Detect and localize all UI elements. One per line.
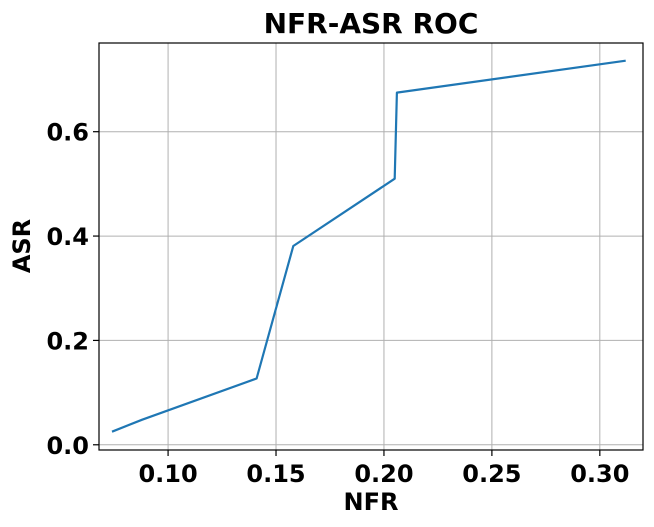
y-tick-label: 0.4 <box>46 223 89 251</box>
series-line-0 <box>111 59 626 433</box>
x-tick-label: 0.25 <box>462 460 521 488</box>
grid-lines <box>99 43 643 450</box>
y-tick-label: 0.6 <box>46 119 89 147</box>
y-tick-label: 0.0 <box>46 432 89 460</box>
y-axis-ticks: 0.0 0.2 0.4 0.6 <box>46 119 99 460</box>
x-tick-label: 0.20 <box>354 460 413 488</box>
x-tick-label: 0.15 <box>246 460 305 488</box>
chart-title: NFR-ASR ROC <box>264 7 479 40</box>
series-layer <box>111 59 626 433</box>
x-tick-label: 0.30 <box>570 460 629 488</box>
y-tick-label: 0.2 <box>46 327 89 355</box>
x-axis-label: NFR <box>344 488 399 516</box>
x-axis-ticks: 0.10 0.15 0.20 0.25 0.30 <box>138 450 629 488</box>
y-axis-label: ASR <box>8 219 36 273</box>
x-tick-label: 0.10 <box>138 460 197 488</box>
plot-frame <box>98 42 644 451</box>
